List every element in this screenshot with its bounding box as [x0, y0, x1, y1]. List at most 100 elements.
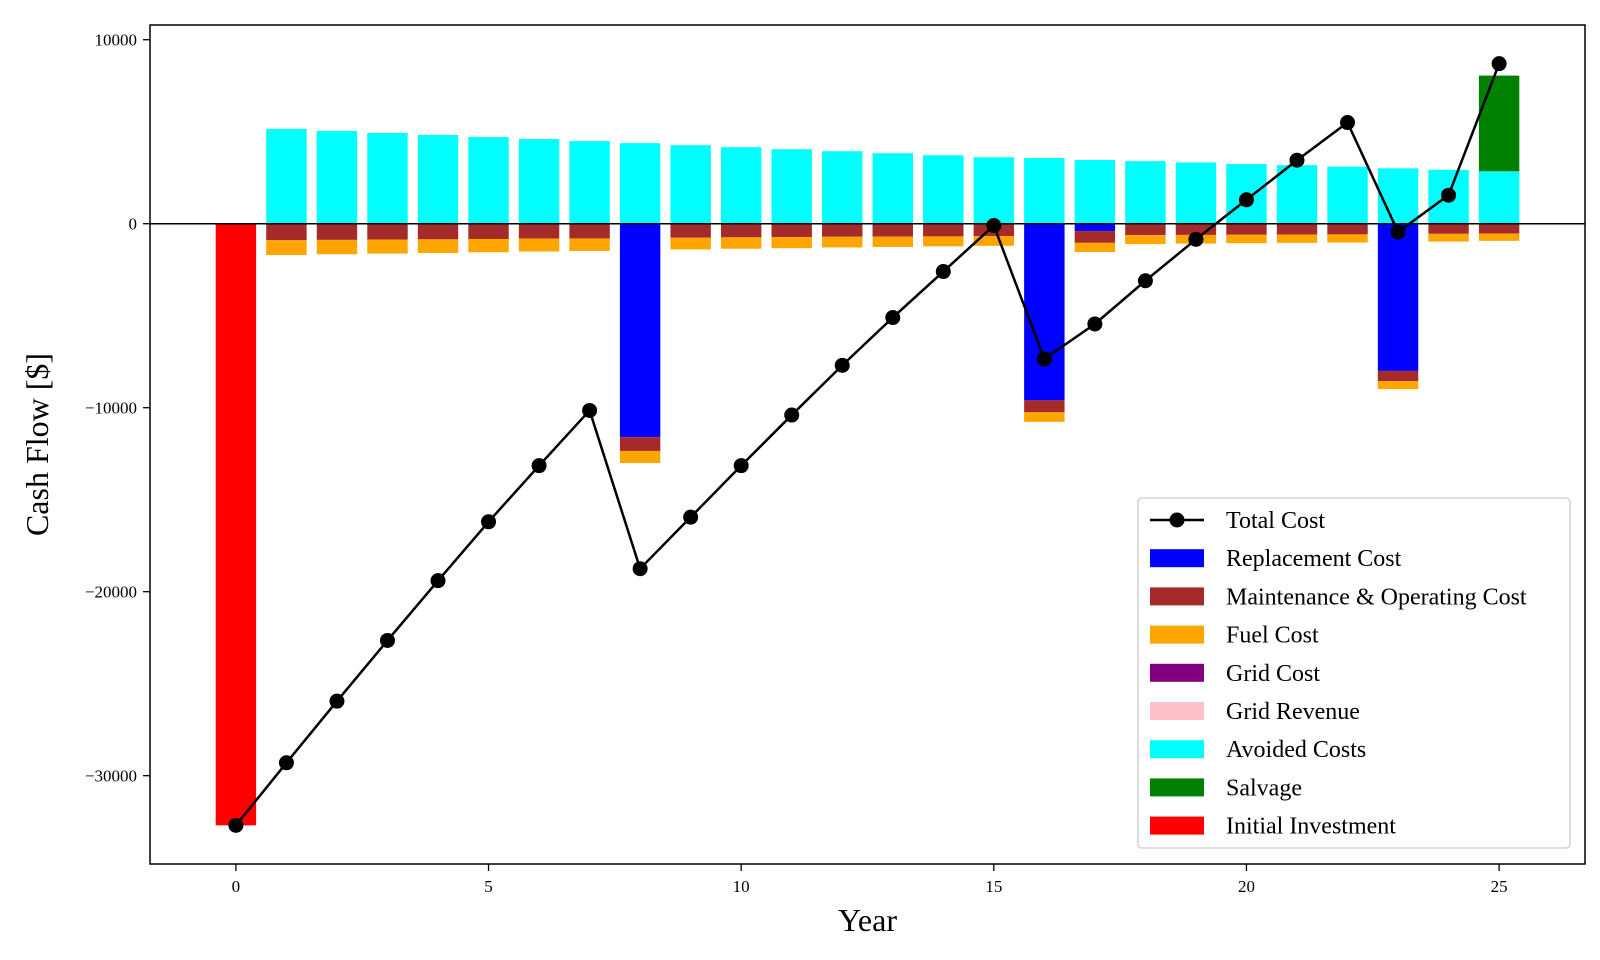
bar-avoided-costs-year-14: [923, 155, 964, 224]
total-cost-point-year-16: [1036, 351, 1052, 367]
bar-replacement-cost-year-17: [1074, 223, 1116, 232]
legend-label-maintenance-operating-cost: Maintenance & Operating Cost: [1226, 584, 1527, 610]
total-cost-point-year-13: [885, 310, 901, 326]
total-cost-point-year-3: [379, 632, 395, 648]
legend-box: [1137, 497, 1571, 849]
bar-maintenance-operating-cost-year-8: [619, 437, 661, 451]
ticks-layer: 0 5 10 15 20 25 10000 0 −10000 −20000 −30000: [85, 31, 1508, 896]
bar-fuel-cost-year-1: [266, 240, 307, 255]
y-tick-label: −20000: [85, 583, 137, 602]
bar-fuel-cost-year-8: [619, 450, 661, 464]
bar-avoided-costs-year-2: [316, 130, 358, 224]
legend-label-total-cost: Total Cost: [1226, 508, 1325, 534]
bar-salvage-year-25: [1478, 75, 1520, 172]
y-tick-label: −30000: [85, 767, 137, 786]
legend-label-replacement-cost: Replacement Cost: [1226, 546, 1402, 572]
x-tick-label: 25: [1491, 877, 1508, 896]
total-cost-point-year-10: [733, 458, 749, 474]
legend-label-fuel-cost: Fuel Cost: [1226, 623, 1319, 649]
bar-fuel-cost-year-2: [316, 239, 358, 255]
bar-avoided-costs-year-4: [417, 135, 459, 224]
legend-swatch-maintenance-operating-cost: [1150, 587, 1204, 606]
bar-maintenance-operating-cost-year-5: [468, 223, 509, 239]
bar-fuel-cost-year-16: [1024, 412, 1065, 422]
total-cost-point-year-4: [430, 573, 446, 589]
bar-avoided-costs-year-18: [1125, 161, 1166, 224]
bar-avoided-costs-year-7: [569, 141, 610, 224]
x-tick-label: 10: [733, 877, 750, 896]
legend-swatch-grid-cost: [1150, 663, 1204, 682]
total-cost-point-year-0: [228, 817, 244, 833]
x-tick-label: 20: [1238, 877, 1255, 896]
bar-avoided-costs-year-6: [518, 139, 560, 224]
bar-fuel-cost-year-21: [1276, 234, 1318, 243]
legend: Total Cost Replacement Cost Maintenance & …: [1137, 497, 1571, 849]
y-tick-label: −10000: [85, 399, 137, 418]
legend-swatch-avoided-costs: [1150, 740, 1204, 759]
bar-fuel-cost-year-24: [1428, 233, 1469, 242]
bar-replacement-cost-year-23: [1377, 223, 1419, 371]
total-cost-point-year-19: [1188, 231, 1204, 247]
bar-fuel-cost-year-23: [1377, 381, 1419, 390]
bar-fuel-cost-year-7: [569, 238, 610, 251]
legend-swatch-grid-revenue: [1150, 702, 1204, 720]
legend-swatch-salvage: [1150, 778, 1204, 797]
total-cost-point-year-2: [329, 693, 345, 709]
bar-fuel-cost-year-11: [771, 237, 812, 249]
legend-label-initial-investment: Initial Investment: [1226, 814, 1396, 840]
total-cost-point-year-15: [986, 218, 1002, 234]
bar-avoided-costs-year-8: [619, 143, 661, 224]
legend-label-grid-revenue: Grid Revenue: [1226, 699, 1360, 725]
legend-label-avoided-costs: Avoided Costs: [1226, 737, 1366, 763]
bar-fuel-cost-year-20: [1226, 234, 1267, 244]
plot-frame: [149, 24, 1586, 865]
bar-maintenance-operating-cost-year-10: [720, 223, 762, 238]
bar-fuel-cost-year-25: [1478, 233, 1520, 241]
bar-maintenance-operating-cost-year-1: [266, 223, 307, 241]
bar-avoided-costs-year-22: [1327, 166, 1368, 224]
bar-fuel-cost-year-10: [720, 237, 762, 249]
bar-maintenance-operating-cost-year-4: [417, 223, 459, 240]
x-tick-label: 5: [484, 877, 493, 896]
bar-avoided-costs-year-11: [771, 149, 812, 224]
bars-layer: [215, 75, 1520, 826]
bar-avoided-costs-year-17: [1074, 160, 1116, 224]
total-cost-point-year-14: [935, 264, 951, 280]
bar-fuel-cost-year-13: [872, 236, 913, 247]
bar-maintenance-operating-cost-year-19: [1175, 223, 1217, 235]
total-cost-point-year-1: [278, 755, 294, 771]
bar-avoided-costs-year-13: [872, 153, 913, 224]
bar-fuel-cost-year-17: [1074, 242, 1116, 253]
bar-maintenance-operating-cost-year-16: [1024, 400, 1065, 413]
total-cost-point-year-22: [1340, 115, 1356, 131]
total-cost-point-year-23: [1390, 224, 1406, 240]
bar-maintenance-operating-cost-year-6: [518, 223, 560, 239]
legend-label-grid-cost: Grid Cost: [1226, 661, 1320, 687]
bar-fuel-cost-year-6: [518, 238, 560, 252]
total-cost-point-year-17: [1087, 316, 1103, 332]
bar-maintenance-operating-cost-year-7: [569, 223, 610, 239]
bar-maintenance-operating-cost-year-2: [316, 223, 358, 240]
y-axis-label: Cash Flow [$]: [19, 353, 55, 536]
y-tick-label: 10000: [95, 31, 138, 50]
bar-fuel-cost-year-15: [973, 236, 1015, 246]
bar-avoided-costs-year-10: [720, 147, 762, 224]
total-cost-line: [234, 63, 1501, 827]
bar-fuel-cost-year-5: [468, 238, 509, 253]
bar-fuel-cost-year-9: [670, 237, 711, 250]
total-cost-point-year-18: [1137, 273, 1153, 289]
bar-maintenance-operating-cost-year-11: [771, 223, 812, 238]
bar-maintenance-operating-cost-year-3: [367, 223, 408, 240]
total-cost-point-year-11: [784, 407, 800, 423]
total-cost-point-year-12: [834, 357, 850, 373]
legend-label-salvage: Salvage: [1226, 775, 1302, 801]
bar-avoided-costs-year-21: [1276, 165, 1318, 224]
bar-maintenance-operating-cost-year-22: [1327, 223, 1368, 235]
bar-maintenance-operating-cost-year-14: [923, 223, 964, 237]
bar-avoided-costs-year-25: [1478, 171, 1520, 224]
total-cost-line-layer: [228, 56, 1507, 833]
bar-maintenance-operating-cost-year-18: [1125, 223, 1166, 236]
bar-maintenance-operating-cost-year-24: [1428, 223, 1469, 234]
y-tick-label: 0: [129, 215, 138, 234]
